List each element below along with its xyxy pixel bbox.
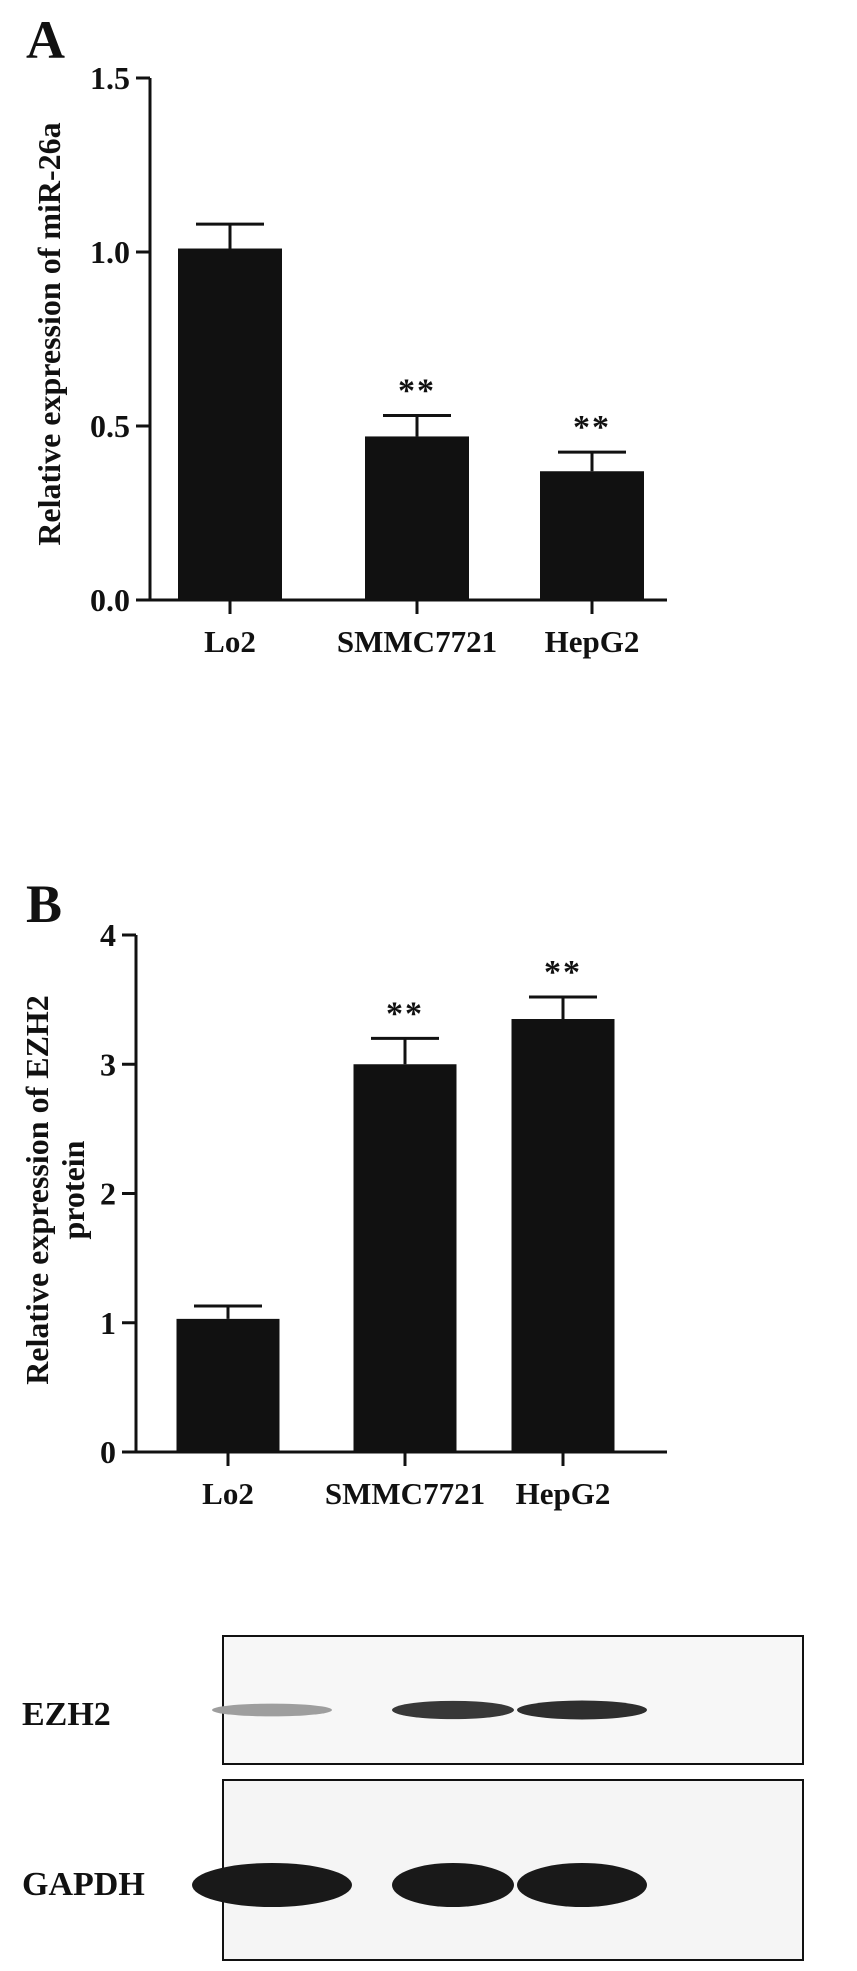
significance-label: ** (573, 409, 611, 446)
y-tick-label: 2 (100, 1176, 116, 1212)
blot-band (517, 1863, 647, 1907)
blot-band (392, 1700, 514, 1720)
blot-band (212, 1703, 332, 1717)
category-label: Lo2 (204, 624, 256, 659)
y-axis-label: Relative expression of miR-26a (31, 122, 67, 545)
category-label: SMMC7721 (337, 624, 497, 659)
y-tick-label: 4 (100, 917, 116, 953)
category-label: HepG2 (545, 624, 640, 659)
significance-label: ** (398, 373, 436, 410)
significance-label: ** (386, 995, 424, 1032)
y-tick-label: 0 (100, 1434, 116, 1470)
bar (511, 1019, 615, 1452)
y-tick-label: 1.5 (90, 60, 130, 96)
blot-box-ezh2 (222, 1635, 804, 1765)
blot-bands-gapdh (192, 1863, 647, 1907)
y-tick-label: 0.5 (90, 408, 130, 444)
blot-bands-ezh2 (212, 1700, 647, 1720)
blot-label-gapdh: GAPDH (22, 1866, 145, 1903)
significance-label: ** (544, 954, 582, 991)
blot-band (517, 1700, 647, 1720)
y-tick-label: 1 (100, 1305, 116, 1341)
blot-label-ezh2: EZH2 (22, 1696, 111, 1733)
y-tick-label: 3 (100, 1046, 116, 1082)
category-label: SMMC7721 (325, 1476, 485, 1511)
y-axis-label: Relative expression of EZH2 (19, 995, 55, 1385)
y-tick-label: 1.0 (90, 234, 130, 270)
panel-b-chart: 0 1 2 3 4 Relative expression of EZH2 protein L… (19, 917, 667, 1511)
bar (365, 436, 469, 600)
y-tick-label: 0.0 (90, 582, 130, 618)
blot-band (192, 1863, 352, 1907)
panel-a-chart: 0.0 0.5 1.0 1.5 Relative expression of miR-2… (31, 60, 667, 659)
bar (353, 1064, 457, 1452)
bar (176, 1318, 280, 1452)
blot-band (392, 1863, 514, 1907)
category-label: Lo2 (202, 1476, 254, 1511)
panel-letter-a: A (26, 10, 65, 70)
western-blot: EZH2 GAPDH (22, 1635, 804, 1961)
y-axis-label: protein (55, 1140, 91, 1239)
panel-letter-b: B (26, 874, 62, 934)
category-label: HepG2 (516, 1476, 611, 1511)
bar (178, 248, 282, 600)
bar (540, 471, 644, 600)
